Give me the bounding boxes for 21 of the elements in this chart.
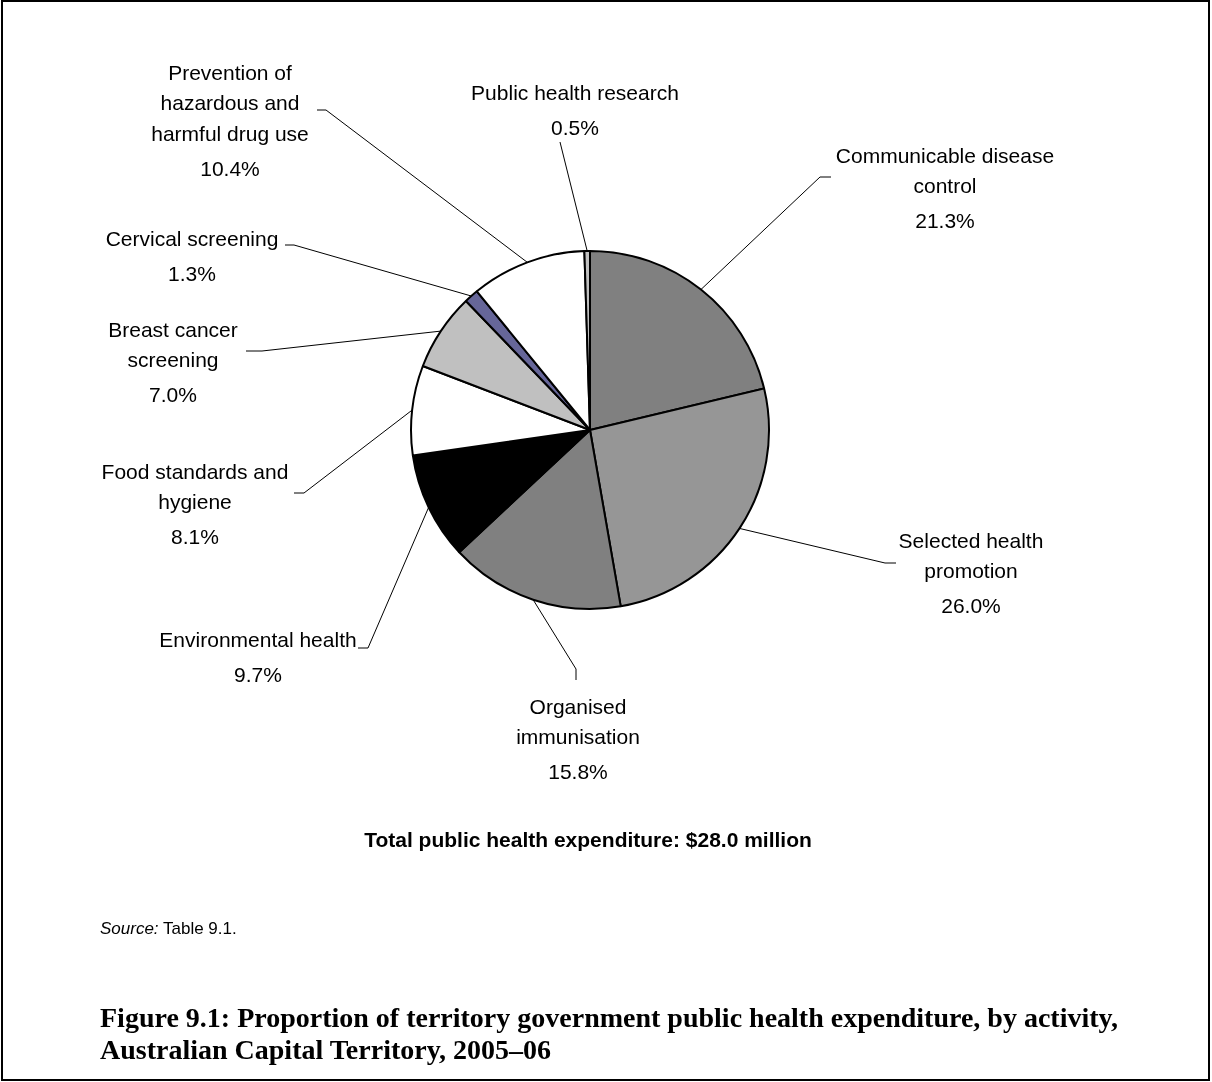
slice-label: Public health research xyxy=(471,80,679,104)
data-label: 15.8% xyxy=(548,760,608,784)
data-label: 9.7% xyxy=(234,662,282,686)
data-label: 26.0% xyxy=(941,594,1001,618)
data-label: 10.4% xyxy=(200,156,260,180)
slice-label: Cervical screening xyxy=(105,226,279,250)
source-note: Source: Table 9.1. xyxy=(100,919,237,939)
data-label: 7.0% xyxy=(149,383,197,407)
slice-label: Breast cancer screening xyxy=(108,317,238,372)
text: Figure 9.1: Proportion of territory government public health expenditure, by activity, Australian Capital Territory, 2005–06 xyxy=(100,1002,1119,1066)
slice-label: Prevention of hazardous and harmful drug use xyxy=(151,60,309,145)
slice-label: Selected health promotion xyxy=(898,528,1044,583)
text: Total public health expenditure: $28.0 million xyxy=(363,828,813,852)
slice-label: Food standards and hygiene xyxy=(101,459,289,514)
slice-label: Environmental health xyxy=(159,627,357,651)
data-label: 1.3% xyxy=(168,261,216,285)
data-label: 8.1% xyxy=(171,525,219,549)
slice-label: Organised immunisation xyxy=(516,694,640,749)
data-label: 21.3% xyxy=(915,209,975,233)
data-label: 0.5% xyxy=(551,115,599,139)
slice-label: Communicable disease control xyxy=(835,143,1055,198)
